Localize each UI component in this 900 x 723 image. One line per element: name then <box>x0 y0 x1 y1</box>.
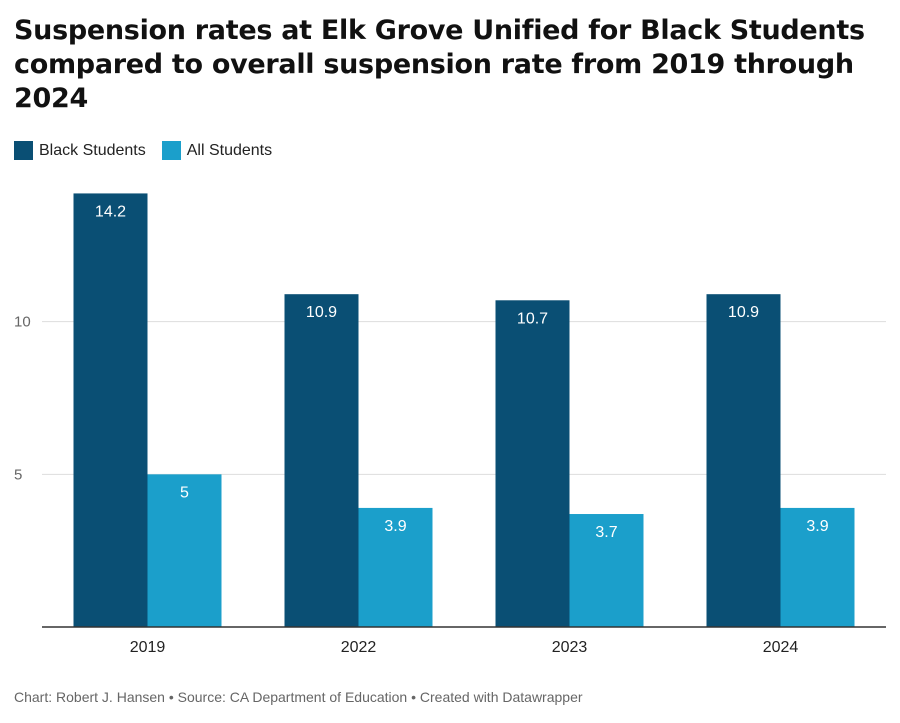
chart-footer: Chart: Robert J. Hansen • Source: CA Dep… <box>14 689 583 705</box>
legend-swatch-all-students <box>161 141 181 160</box>
bar-black-students-2022 <box>284 294 359 627</box>
legend-label-black-students: Black Students <box>39 141 146 159</box>
x-tick-label: 2019 <box>130 639 166 656</box>
y-tick-label: 10 <box>14 314 31 331</box>
data-label: 10.7 <box>517 310 548 327</box>
bar-black-students-2023 <box>495 300 570 627</box>
data-label: 3.9 <box>806 518 828 535</box>
data-label: 10.9 <box>306 304 337 321</box>
bar-all-students-2019 <box>147 474 222 627</box>
y-tick-label: 5 <box>14 466 22 483</box>
data-label: 14.2 <box>95 203 126 220</box>
x-tick-label: 2022 <box>341 639 377 656</box>
bar-all-students-2022 <box>358 507 433 627</box>
x-tick-label: 2024 <box>763 639 799 656</box>
data-label: 10.9 <box>728 304 759 321</box>
data-label: 5 <box>180 484 189 501</box>
bar-all-students-2024 <box>780 507 855 627</box>
legend-item-black-students: Black Students <box>14 141 146 160</box>
data-label: 3.7 <box>595 524 617 541</box>
x-tick-label: 2023 <box>552 639 588 656</box>
bar-all-students-2023 <box>569 514 644 627</box>
data-label: 3.9 <box>384 518 406 535</box>
legend-swatch-black-students <box>14 141 33 160</box>
bar-black-students-2024 <box>706 294 781 627</box>
legend: Black Students All Students <box>14 141 288 160</box>
legend-label-all-students: All Students <box>186 141 273 159</box>
bar-black-students-2019 <box>73 193 148 627</box>
legend-item-all-students: All Students <box>161 141 273 160</box>
chart-title: Suspension rates at Elk Grove Unified fo… <box>14 15 865 114</box>
